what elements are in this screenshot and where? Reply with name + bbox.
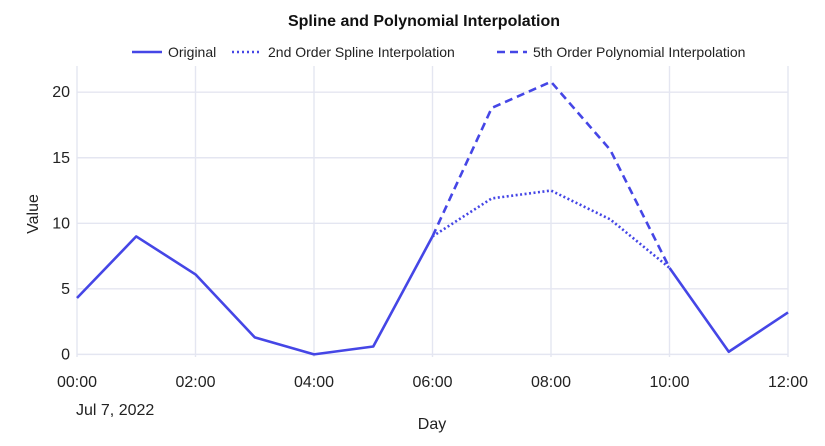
series-line-original [76,235,789,356]
legend-label-spline: 2nd Order Spline Interpolation [268,44,455,60]
date-label: Jul 7, 2022 [76,402,154,419]
series-line-2nd-order-spline-interpolation [431,189,671,269]
series-group [76,80,789,356]
x-tick-label: 12:00 [768,374,808,391]
x-axis-title: Day [418,416,446,433]
grid [76,66,789,357]
y-tick-label: 0 [61,346,70,363]
x-tick-label: 00:00 [57,374,97,391]
y-axis-title: Value [25,194,42,234]
chart-title: Spline and Polynomial Interpolation [288,13,560,30]
x-tick-label: 10:00 [649,374,689,391]
legend-label-polynomial: 5th Order Polynomial Interpolation [533,44,745,60]
series-line-5th-order-polynomial-interpolation [431,80,671,269]
x-tick-label: 04:00 [294,374,334,391]
y-tick-label: 15 [52,150,70,167]
legend: Original 2nd Order Spline Interpolation … [132,44,745,60]
x-tick-label: 08:00 [531,374,571,391]
y-tick-label: 10 [52,215,70,232]
x-tick-label: 02:00 [175,374,215,391]
tick-labels: 00:00 02:00 04:00 06:00 08:00 10:00 12:00 0 5 10 1… [52,84,808,391]
x-tick-label: 06:00 [412,374,452,391]
y-tick-label: 5 [61,281,70,298]
legend-label-original: Original [168,44,216,60]
y-tick-label: 20 [52,84,70,101]
